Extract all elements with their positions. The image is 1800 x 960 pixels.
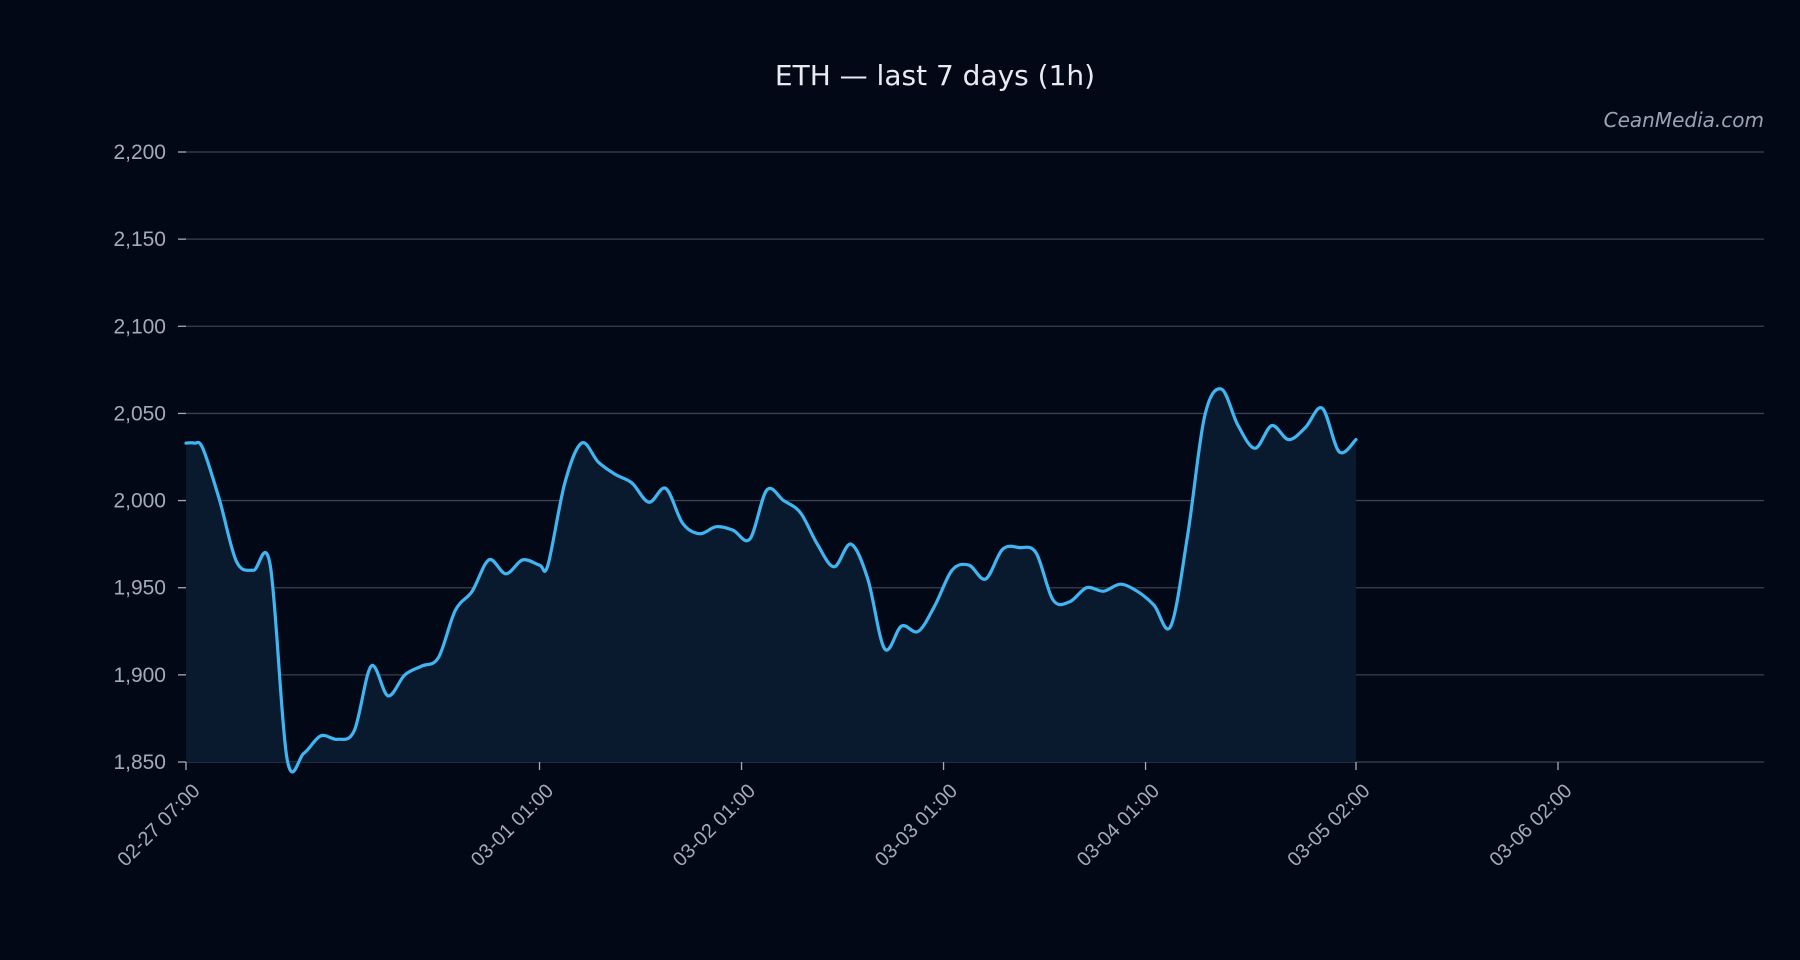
x-tick-label: 03-02 01:00 [669,780,760,871]
x-axis: 02-27 07:00 03-01 01:00 03-02 01:00 03-03 0… [113,762,1577,871]
y-tick-label: 1,950 [113,577,166,600]
x-tick-label: 02-27 07:00 [113,780,204,871]
y-tick-label: 1,850 [113,751,166,774]
y-tick-label: 2,200 [113,141,166,164]
x-tick-label: 03-06 02:00 [1485,780,1576,871]
y-tick-label: 2,000 [113,490,166,513]
x-tick-label: 03-03 01:00 [871,780,962,871]
watermark: CeanMedia.com [1604,108,1764,132]
y-tick-label: 2,150 [113,228,166,251]
y-axis: 1,850 1,900 1,950 2,000 2,050 2,100 2,150 2,200 [113,141,186,774]
y-tick-label: 2,050 [113,402,166,425]
y-tick-label: 2,100 [113,315,166,338]
x-tick-label: 03-04 01:00 [1073,780,1164,871]
x-tick-label: 03-01 01:00 [467,780,558,871]
price-area [186,388,1356,772]
x-tick-label: 03-05 02:00 [1283,780,1374,871]
y-tick-label: 1,900 [113,664,166,687]
chart-title: ETH — last 7 days (1h) [775,59,1095,92]
price-line [184,387,1358,774]
